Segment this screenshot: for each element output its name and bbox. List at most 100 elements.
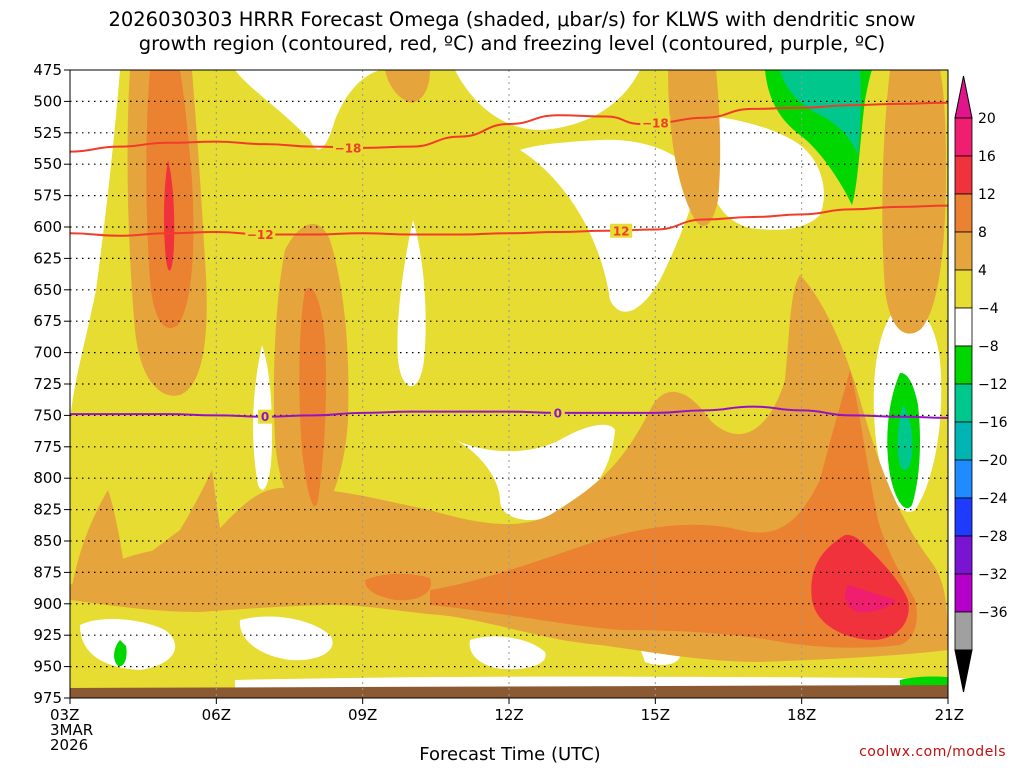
y-tick-label: 725: [33, 375, 62, 393]
weak-omega-region: [700, 115, 824, 230]
x-tick-label: 12Z: [494, 706, 523, 724]
omega-8-12-region: [430, 370, 917, 648]
weak-omega-region: [235, 70, 380, 150]
colorbar: 20 16 12 8 4 −4 −8 −12 −16 −20 −24 −28 −32 −36: [954, 75, 1008, 693]
omega-4-8-region: [385, 70, 430, 103]
y-tick-label: 925: [33, 626, 62, 644]
y-tick-label: 975: [33, 689, 62, 707]
contour-label-background: [258, 409, 273, 424]
colorbar-label: 4: [978, 263, 987, 279]
contour-label: 0: [261, 410, 269, 424]
x-tick-label: 09Z: [348, 706, 377, 724]
colorbar-label: −24: [978, 491, 1008, 507]
colorbar-swatch: [954, 193, 973, 233]
contour-label: −12: [247, 228, 274, 242]
contour-lines: [70, 101, 948, 419]
contour-label: 12: [613, 224, 630, 238]
colorbar-label: 20: [978, 111, 996, 127]
plot-area: −18 −18 −12 12 0 0: [69, 69, 949, 699]
colorbar-swatch: [954, 535, 973, 575]
omega-4-8-region: [882, 70, 946, 334]
y-tick-label: 550: [33, 155, 62, 173]
colorbar-swatch: [954, 611, 973, 651]
chart-title: 2026030303 HRRR Forecast Omega (shaded, …: [108, 8, 916, 55]
weak-omega-region: [70, 70, 120, 420]
colorbar-swatch: [954, 459, 973, 499]
y-tick-label: 750: [33, 406, 62, 424]
colorbar-swatch: [954, 269, 973, 309]
contour-label-background: [610, 223, 633, 238]
colorbar-label: −32: [978, 567, 1008, 583]
x-tick-label: 15Z: [641, 706, 670, 724]
y-tick-label: 875: [33, 563, 62, 581]
weak-omega-region: [397, 220, 426, 387]
colorbar-label: −28: [978, 529, 1008, 545]
colorbar-swatch: [954, 117, 973, 157]
colorbar-swatch: [954, 231, 973, 271]
freezing-level-contour: [70, 405, 948, 419]
colorbar-label: 8: [978, 225, 987, 241]
y-tick-label: 575: [33, 187, 62, 205]
y-tick-label: 600: [33, 218, 62, 236]
colorbar-swatch: [954, 497, 973, 537]
contour-label-background: [245, 227, 276, 242]
colorbar-swatch: [954, 573, 973, 613]
omega-8-12-region: [365, 573, 431, 601]
colorbar-label: −16: [978, 415, 1008, 431]
omega-negative-region: [114, 640, 127, 667]
x-tick-date-label: 2026: [50, 736, 88, 754]
contour-label-background: [550, 405, 565, 420]
y-tick-label: 850: [33, 532, 62, 550]
y-tick-label: 675: [33, 312, 62, 330]
grid: [70, 70, 948, 698]
colorbar-swatch: [954, 307, 973, 347]
y-tick-label: 625: [33, 249, 62, 267]
y-tick-label: 950: [33, 658, 62, 676]
weak-omega-region: [80, 618, 176, 670]
weak-omega-region: [455, 70, 640, 130]
credit-text: coolwx.com/models: [859, 744, 1006, 760]
colorbar-top-arrow: [954, 75, 973, 119]
weak-omega-region: [239, 616, 333, 661]
weak-omega-region: [469, 636, 546, 670]
x-tick-label: 21Z: [935, 706, 964, 724]
contour-label: −18: [642, 116, 669, 130]
colorbar-swatch: [954, 421, 973, 461]
y-tick-label: 825: [33, 501, 62, 519]
colorbar-swatch: [954, 345, 973, 385]
omega-12-16-region: [811, 534, 909, 640]
omega-16-20-region: [845, 585, 895, 613]
contour-labels: −18 −18 −12 12 0 0: [245, 115, 671, 424]
colorbar-label: −8: [978, 339, 999, 355]
omega-4-8-region: [668, 70, 721, 227]
dgz-top-contour: [70, 101, 948, 153]
colorbar-label: −12: [978, 377, 1008, 393]
colorbar-label: −4: [978, 301, 999, 317]
colorbar-label: −36: [978, 605, 1008, 621]
omega-8-12-region: [299, 287, 327, 507]
omega-4-8-region: [70, 470, 225, 600]
colorbar-swatch: [954, 383, 973, 423]
terrain: [70, 685, 948, 698]
contour-label-background: [640, 115, 671, 130]
contour-label-background: [333, 140, 364, 155]
y-axis: 475 500 525 550 575 600 625 650 675 700 725 750 775 8…: [33, 61, 70, 707]
y-tick-label: 900: [33, 595, 62, 613]
y-tick-label: 500: [33, 92, 62, 110]
x-tick-label: 03Z: [50, 706, 79, 724]
y-tick-label: 775: [33, 438, 62, 456]
colorbar-bottom-arrow: [954, 649, 973, 693]
y-tick-label: 650: [33, 281, 62, 299]
contour-label: −18: [335, 141, 362, 155]
y-tick-label: 525: [33, 124, 62, 142]
x-tick-label: 06Z: [202, 706, 231, 724]
dgz-bottom-contour: [70, 204, 948, 237]
contour-label: 0: [554, 406, 562, 420]
x-axis-label: Forecast Time (UTC): [419, 744, 601, 765]
colorbar-label: 16: [978, 149, 996, 165]
y-tick-label: 700: [33, 344, 62, 362]
weak-omega-region: [455, 424, 615, 520]
x-tick-label: 18Z: [787, 706, 816, 724]
